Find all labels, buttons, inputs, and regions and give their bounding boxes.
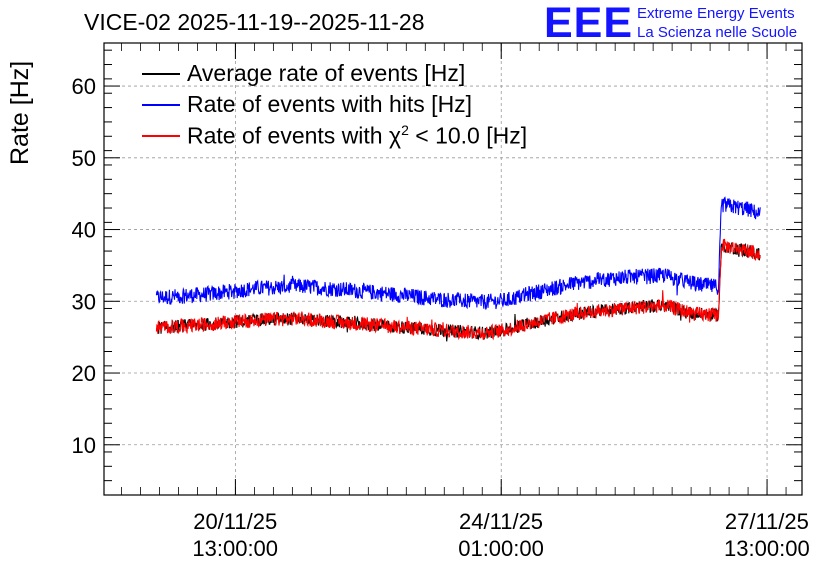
eee-logo: EEE (544, 0, 634, 47)
legend-label-post: < 10.0 [Hz] (408, 122, 528, 149)
legend-label: Rate of events with χ2 < 10.0 [Hz] (187, 122, 527, 150)
x-tick-time: 01:00:00 (458, 536, 544, 561)
chart-title: VICE-02 2025-11-19--2025-11-28 (84, 9, 425, 35)
x-tick-date: 27/11/25 (724, 509, 809, 534)
y-tick-label: 30 (72, 289, 96, 314)
x-tick-time: 13:00:00 (724, 536, 810, 561)
legend-label-pre: Rate of events with (187, 122, 389, 149)
tick-marks (104, 43, 802, 496)
series-line-0 (155, 196, 761, 310)
x-tick-date: 24/11/25 (459, 509, 544, 534)
y-tick-label: 60 (72, 74, 96, 99)
org-line-2: La Scienza nelle Scuole (637, 24, 798, 41)
org-name: Extreme Energy Events La Scienza nelle S… (637, 4, 797, 42)
superscript: 2 (401, 121, 409, 138)
x-tick-label: 24/11/25 01:00:00 (458, 508, 544, 562)
legend-label: Average rate of events [Hz] (187, 60, 466, 86)
legend: Average rate of events [Hz] Rate of even… (142, 58, 527, 151)
y-tick-labels: 10 20 30 40 50 60 (72, 74, 96, 458)
y-axis-label: Rate [Hz] (6, 60, 34, 165)
legend-swatch-black (142, 72, 180, 75)
y-tick-label: 10 (72, 433, 96, 458)
series-line-2 (155, 238, 761, 341)
legend-entry-average: Average rate of events [Hz] (142, 58, 527, 89)
x-tick-time: 13:00:00 (192, 536, 279, 561)
legend-swatch-blue (142, 103, 180, 106)
series-group (155, 196, 761, 342)
legend-label: Rate of events with hits [Hz] (187, 91, 473, 117)
y-tick-label: 20 (72, 361, 96, 386)
org-line-1: Extreme Energy Events (637, 5, 795, 22)
legend-swatch-red (142, 134, 180, 137)
plot-frame (103, 42, 803, 496)
x-tick-label: 20/11/25 13:00:00 (192, 508, 278, 562)
y-tick-label: 40 (72, 218, 96, 243)
y-tick-label: 50 (72, 146, 96, 171)
x-tick-label: 27/11/25 13:00:00 (724, 508, 810, 562)
legend-entry-hits: Rate of events with hits [Hz] (142, 89, 527, 120)
chi-symbol: χ (389, 122, 402, 149)
x-tick-date: 20/11/25 (193, 509, 278, 534)
legend-entry-chi2: Rate of events with χ2 < 10.0 [Hz] (142, 120, 527, 151)
